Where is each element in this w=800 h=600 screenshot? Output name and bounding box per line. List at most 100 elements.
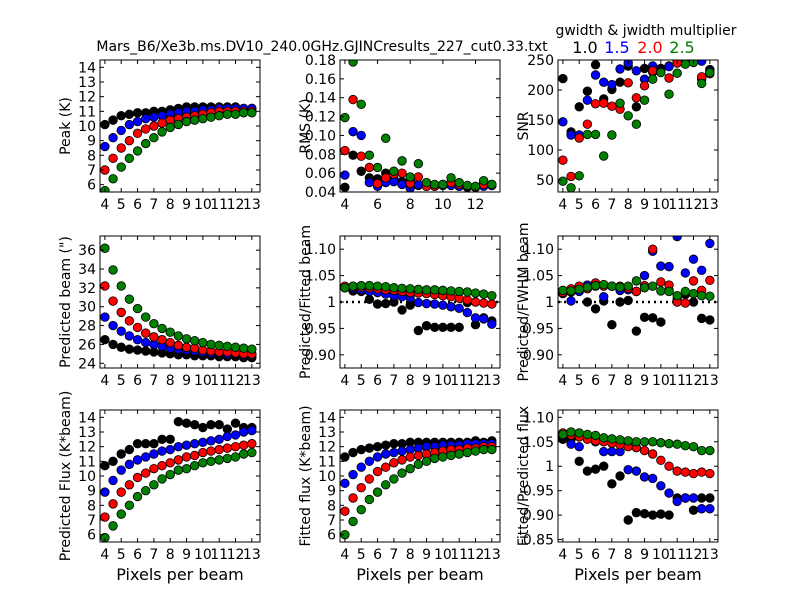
point-2-0-5 (381, 173, 391, 183)
y-tick-label: 28 (78, 319, 96, 335)
point-1-0-17 (696, 313, 707, 324)
point-2-5-12 (198, 458, 208, 468)
point-2-0-8 (405, 452, 415, 462)
point-1-5-2 (116, 326, 126, 336)
point-2-0-2 (356, 483, 366, 493)
x-tick-label: 12 (685, 547, 703, 563)
y-tick-label: 100 (527, 143, 554, 159)
point-1-5-13 (664, 488, 674, 498)
x-tick-label: 11 (210, 373, 228, 389)
legend-item-1-5: 1.5 (604, 38, 629, 57)
point-1-0-3 (582, 466, 593, 476)
point-2-5-5 (381, 480, 391, 490)
plot-frame (339, 59, 501, 193)
point-2-0-2 (356, 151, 366, 161)
y-tick-label: 24 (78, 356, 96, 372)
point-1-5-5 (141, 113, 151, 124)
point-2-5-6 (149, 133, 159, 143)
point-2-5-12 (198, 113, 208, 124)
y-tick-label: 8 (327, 498, 336, 514)
data-points (558, 236, 715, 336)
point-1-5-1 (108, 320, 118, 331)
x-tick-label: 7 (149, 373, 158, 389)
point-1-0-2 (574, 456, 584, 467)
point-1-5-1 (348, 126, 358, 137)
point-1-0-0 (100, 461, 110, 471)
point-2-5-3 (582, 129, 593, 140)
y-tick-label: 50 (536, 173, 554, 189)
point-1-5-3 (364, 456, 375, 467)
point-2-0-6 (607, 101, 617, 111)
y-tick-label: 0.14 (305, 91, 336, 107)
point-1-0-5 (141, 346, 151, 356)
x-tick-label: 7 (389, 373, 398, 389)
y-tick-label: 6 (87, 528, 96, 544)
y-tick-label: 0.16 (305, 72, 336, 88)
point-2-0-15 (222, 443, 233, 453)
point-2-5-6 (389, 166, 399, 176)
point-2-0-9 (413, 450, 424, 461)
point-1-5-18 (705, 504, 715, 514)
point-2-0-9 (413, 172, 424, 182)
point-2-5-14 (672, 68, 682, 78)
point-2-5-3 (124, 500, 135, 511)
point-1-0-7 (397, 305, 407, 315)
point-2-5-9 (173, 331, 184, 341)
point-2-5-9 (173, 465, 184, 475)
point-1-0-8 (623, 515, 633, 525)
point-1-5-5 (141, 337, 151, 348)
point-1-0-2 (356, 444, 366, 455)
point-2-5-6 (149, 318, 159, 329)
point-2-0-4 (372, 466, 383, 477)
point-2-0-0 (100, 281, 110, 291)
x-tick-label: 6 (591, 373, 600, 389)
point-1-5-3 (124, 119, 135, 130)
point-1-5-13 (664, 261, 674, 272)
point-2-0-6 (389, 458, 399, 468)
x-tick-label: 5 (117, 197, 126, 213)
point-1-0-11 (429, 322, 440, 333)
point-2-5-1 (108, 265, 118, 275)
y-axis-label: Predicted/Fitted beam (298, 225, 314, 379)
point-1-5-17 (696, 60, 707, 66)
point-1-5-9 (631, 66, 642, 76)
point-2-5-1 (108, 521, 118, 531)
point-1-5-12 (438, 300, 448, 310)
y-tick-label: 26 (78, 337, 96, 353)
point-2-5-8 (623, 436, 633, 446)
y-tick-label: 1 (327, 295, 336, 311)
point-2-0-4 (132, 128, 143, 139)
point-2-5-2 (356, 99, 366, 110)
x-tick-label: 4 (340, 197, 349, 213)
point-2-0-18 (705, 275, 715, 286)
point-1-5-10 (181, 440, 192, 450)
point-2-0-12 (656, 455, 666, 466)
point-1-0-18 (705, 315, 715, 325)
point-1-0-10 (181, 418, 192, 428)
point-2-0-3 (124, 135, 135, 146)
point-2-5-14 (672, 290, 682, 301)
y-tick-label: 6 (327, 528, 336, 544)
y-axis-label: Fitted flux (K*beam) (298, 405, 314, 546)
point-2-5-11 (189, 115, 200, 125)
point-2-5-12 (656, 286, 666, 296)
point-2-5-5 (381, 281, 391, 292)
x-tick-label: 13 (701, 547, 719, 563)
point-2-5-11 (429, 453, 440, 464)
x-tick-label: 10 (434, 547, 452, 563)
point-1-5-6 (149, 449, 159, 459)
y-tick-label: 7 (327, 513, 336, 529)
point-2-0-0 (558, 155, 568, 165)
point-2-5-4 (590, 280, 601, 291)
x-tick-label: 11 (668, 373, 686, 389)
x-tick-label: 7 (149, 197, 158, 213)
point-2-5-10 (181, 463, 192, 474)
x-tick-label: 10 (434, 373, 452, 389)
point-1-5-5 (381, 449, 391, 459)
point-2-5-14 (454, 449, 464, 459)
x-tick-label: 13 (701, 197, 719, 213)
x-tick-label: 5 (117, 547, 126, 563)
point-2-0-12 (198, 447, 208, 458)
